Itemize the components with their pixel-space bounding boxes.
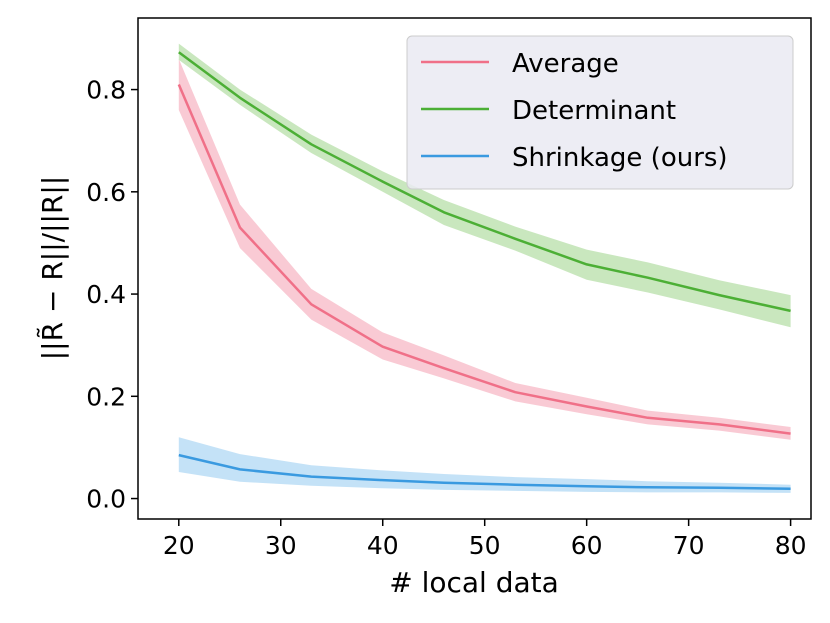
x-tick-label: 20 <box>163 531 195 560</box>
x-axis-label: # local data <box>389 566 559 599</box>
x-tick-label: 60 <box>571 531 603 560</box>
average-legend-label: Average <box>512 49 619 79</box>
y-tick-label: 0.4 <box>86 280 126 309</box>
x-tick-label: 40 <box>367 531 399 560</box>
series-lines <box>177 51 791 491</box>
x-axis: 20 30 40 50 60 70 80 <box>163 519 807 560</box>
y-tick-label: 0.0 <box>86 485 126 514</box>
y-tick-label: 0.2 <box>86 382 126 411</box>
legend-box <box>406 35 794 190</box>
shrinkage-ours-line <box>178 453 791 491</box>
shrinkage-ours-band <box>178 437 791 493</box>
x-tick-label: 80 <box>775 531 807 560</box>
confidence-bands <box>178 43 791 493</box>
y-axis-label: ||R̃ − R||/||R|| <box>36 176 69 361</box>
determinant-line <box>178 51 791 313</box>
y-axis: 0.0 0.2 0.4 0.6 0.8 <box>86 76 138 514</box>
shrinkage-ours-legend-label: Shrinkage (ours) <box>512 143 728 173</box>
determinant-legend-label: Determinant <box>512 96 676 126</box>
legend: Average Determinant Shrinkage (ours) <box>406 35 794 190</box>
x-tick-label: 30 <box>265 531 297 560</box>
x-tick-label: 70 <box>673 531 705 560</box>
x-tick-label: 50 <box>469 531 501 560</box>
y-tick-label: 0.6 <box>86 178 126 207</box>
average-line <box>177 84 791 435</box>
y-tick-label: 0.8 <box>86 76 126 105</box>
plot-frame <box>137 17 812 520</box>
determinant-band <box>178 43 791 328</box>
